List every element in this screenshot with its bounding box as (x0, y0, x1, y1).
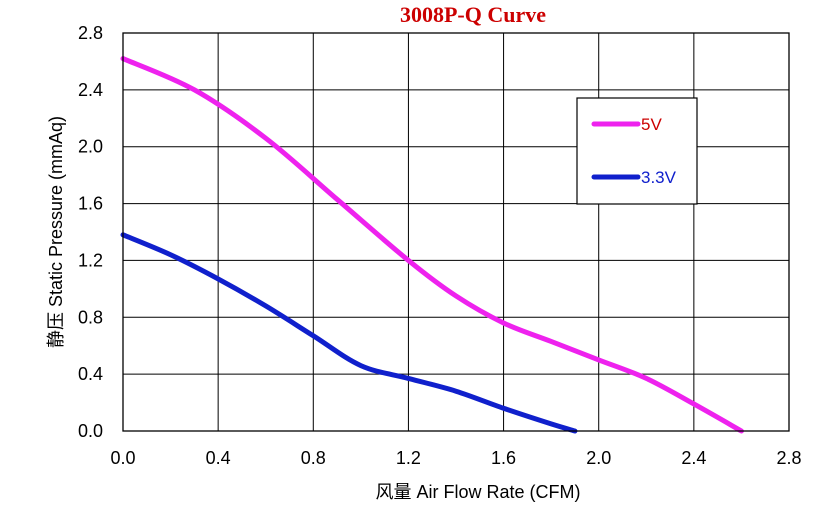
legend-box (576, 97, 698, 205)
y-tick-label: 2.0 (78, 137, 103, 157)
y-tick-label: 2.8 (78, 23, 103, 43)
x-axis-label: 风量 Air Flow Rate (CFM) (375, 482, 580, 502)
legend-label-1: 3.3V (641, 168, 677, 187)
y-tick-label: 1.2 (78, 250, 103, 270)
x-tick-label: 0.4 (206, 448, 231, 468)
y-tick-label: 0.0 (78, 421, 103, 441)
x-tick-label: 2.8 (776, 448, 801, 468)
x-tick-label: 0.8 (301, 448, 326, 468)
series-line-1 (120, 232, 578, 434)
plot-frame (122, 32, 790, 432)
x-tick-label: 2.0 (586, 448, 611, 468)
legend-items: 5V 3.3V (591, 115, 677, 187)
y-axis-label: 静压 Static Pressure (mmAq) (46, 116, 66, 348)
y-tick-label: 2.4 (78, 80, 103, 100)
x-tick-labels: 0.0 0.4 0.8 1.2 1.6 2.0 2.4 2.8 (110, 448, 801, 468)
y-tick-label: 0.8 (78, 307, 103, 327)
x-tick-label: 2.4 (681, 448, 706, 468)
series-lines (120, 56, 744, 434)
x-tick-label: 0.0 (110, 448, 135, 468)
y-tick-label: 0.4 (78, 364, 103, 384)
y-tick-labels: 0.0 0.4 0.8 1.2 1.6 2.0 2.4 2.8 (78, 23, 103, 441)
series-line-0 (120, 56, 744, 434)
legend: 5V 3.3V (576, 97, 698, 205)
chart-title: 3008P-Q Curve (400, 2, 546, 27)
x-tick-label: 1.6 (491, 448, 516, 468)
legend-label-0: 5V (641, 115, 662, 134)
x-tick-label: 1.2 (396, 448, 421, 468)
y-tick-label: 1.6 (78, 194, 103, 214)
grid-lines (122, 32, 790, 432)
